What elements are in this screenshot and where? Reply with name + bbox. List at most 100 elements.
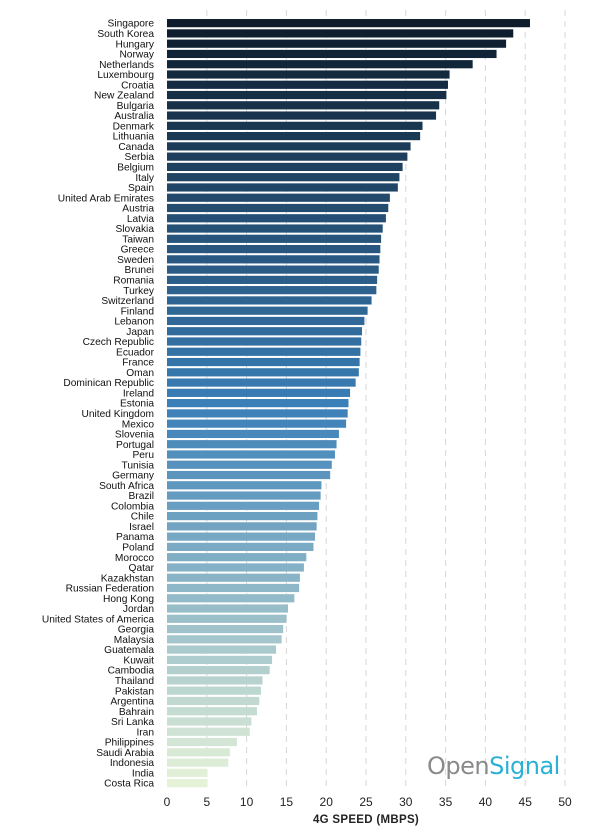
opensignal-logo: OpenSignal — [427, 752, 560, 780]
bar — [167, 132, 421, 141]
bar — [167, 696, 260, 706]
bar — [167, 49, 497, 59]
category-label: Iran — [136, 727, 154, 738]
category-label: Latvia — [127, 214, 155, 225]
category-label: Denmark — [113, 121, 155, 132]
bar — [167, 614, 287, 623]
category-label: Panama — [116, 532, 154, 543]
logo-part-signal: Signal — [489, 752, 560, 780]
bar — [167, 296, 372, 305]
bar — [167, 306, 368, 315]
x-tick-label: 40 — [479, 795, 493, 809]
bar — [167, 203, 389, 213]
bar — [167, 255, 380, 264]
category-label: United Kingdom — [82, 409, 155, 420]
bar — [167, 368, 359, 377]
bar — [167, 162, 403, 172]
category-label: Ireland — [123, 388, 154, 399]
bar — [167, 666, 270, 675]
category-label: Bulgaria — [117, 101, 155, 112]
category-label: Saudi Arabia — [96, 748, 154, 759]
category-label: Costa Rica — [104, 779, 154, 790]
category-label: Italy — [135, 173, 155, 184]
bar — [167, 727, 250, 736]
bar — [167, 460, 332, 469]
bar — [167, 419, 347, 428]
bar — [167, 70, 450, 79]
logo-part-open: Open — [427, 752, 490, 780]
category-label: Oman — [126, 368, 154, 379]
bar — [167, 624, 284, 634]
bar — [167, 532, 316, 541]
category-label: Brazil — [129, 491, 154, 502]
category-label: Pakistan — [115, 686, 154, 697]
category-label: United States of America — [42, 614, 154, 625]
bar — [167, 60, 473, 69]
x-tick-label: 35 — [439, 795, 453, 809]
bar — [167, 686, 261, 695]
category-label: Norway — [119, 50, 154, 61]
category-label: Colombia — [111, 501, 154, 512]
bar — [167, 399, 349, 408]
category-label: Croatia — [121, 80, 154, 91]
bar — [167, 409, 348, 418]
bar — [167, 224, 383, 233]
bar — [167, 337, 362, 346]
bar — [167, 748, 230, 757]
category-label: Qatar — [129, 563, 155, 574]
category-label: South Korea — [97, 29, 154, 40]
bar — [167, 737, 238, 747]
bar — [167, 511, 318, 521]
x-tick-label: 0 — [164, 795, 171, 809]
bar — [167, 758, 229, 767]
bar — [167, 440, 337, 449]
bar — [167, 183, 398, 192]
bar — [167, 655, 273, 664]
bar — [167, 573, 300, 582]
category-label: Czech Republic — [83, 337, 154, 348]
category-label: Brunei — [125, 265, 154, 276]
bar — [167, 244, 381, 254]
category-label: Singapore — [108, 19, 155, 30]
bar — [167, 717, 252, 726]
category-label: India — [132, 768, 154, 779]
x-tick-label: 25 — [359, 795, 373, 809]
bar — [167, 707, 257, 716]
bar — [167, 275, 378, 284]
category-label: Kuwait — [123, 655, 154, 666]
category-label: Israel — [129, 522, 154, 533]
category-label: Peru — [132, 450, 154, 461]
x-tick-label: 45 — [519, 795, 533, 809]
category-label: Austria — [122, 204, 154, 215]
category-label: New Zealand — [94, 91, 154, 102]
category-label: Jordan — [123, 604, 154, 615]
category-label: Dominican Republic — [63, 378, 154, 389]
category-label: Romania — [113, 275, 154, 286]
x-tick-label: 10 — [240, 795, 254, 809]
bar — [167, 39, 507, 48]
bar — [167, 553, 307, 562]
x-tick-label: 30 — [399, 795, 413, 809]
bar — [167, 470, 331, 480]
category-label: Bahrain — [119, 707, 154, 718]
category-label: Russian Federation — [66, 584, 154, 595]
bar — [167, 768, 208, 777]
category-label: Chile — [131, 512, 155, 523]
category-label: Malaysia — [114, 635, 155, 646]
category-label: Estonia — [120, 399, 154, 410]
bar — [167, 378, 356, 387]
bar — [167, 429, 339, 439]
category-label: Hong Kong — [103, 594, 154, 605]
bar — [167, 635, 282, 644]
bar — [167, 522, 317, 531]
bar — [167, 286, 377, 295]
bar — [167, 142, 411, 151]
category-label: Netherlands — [99, 60, 154, 71]
category-label: South Africa — [99, 481, 154, 492]
category-label: Greece — [121, 245, 155, 256]
bar — [167, 316, 365, 326]
bar — [167, 542, 314, 552]
bar — [167, 491, 321, 500]
category-label: Philippines — [105, 738, 154, 749]
